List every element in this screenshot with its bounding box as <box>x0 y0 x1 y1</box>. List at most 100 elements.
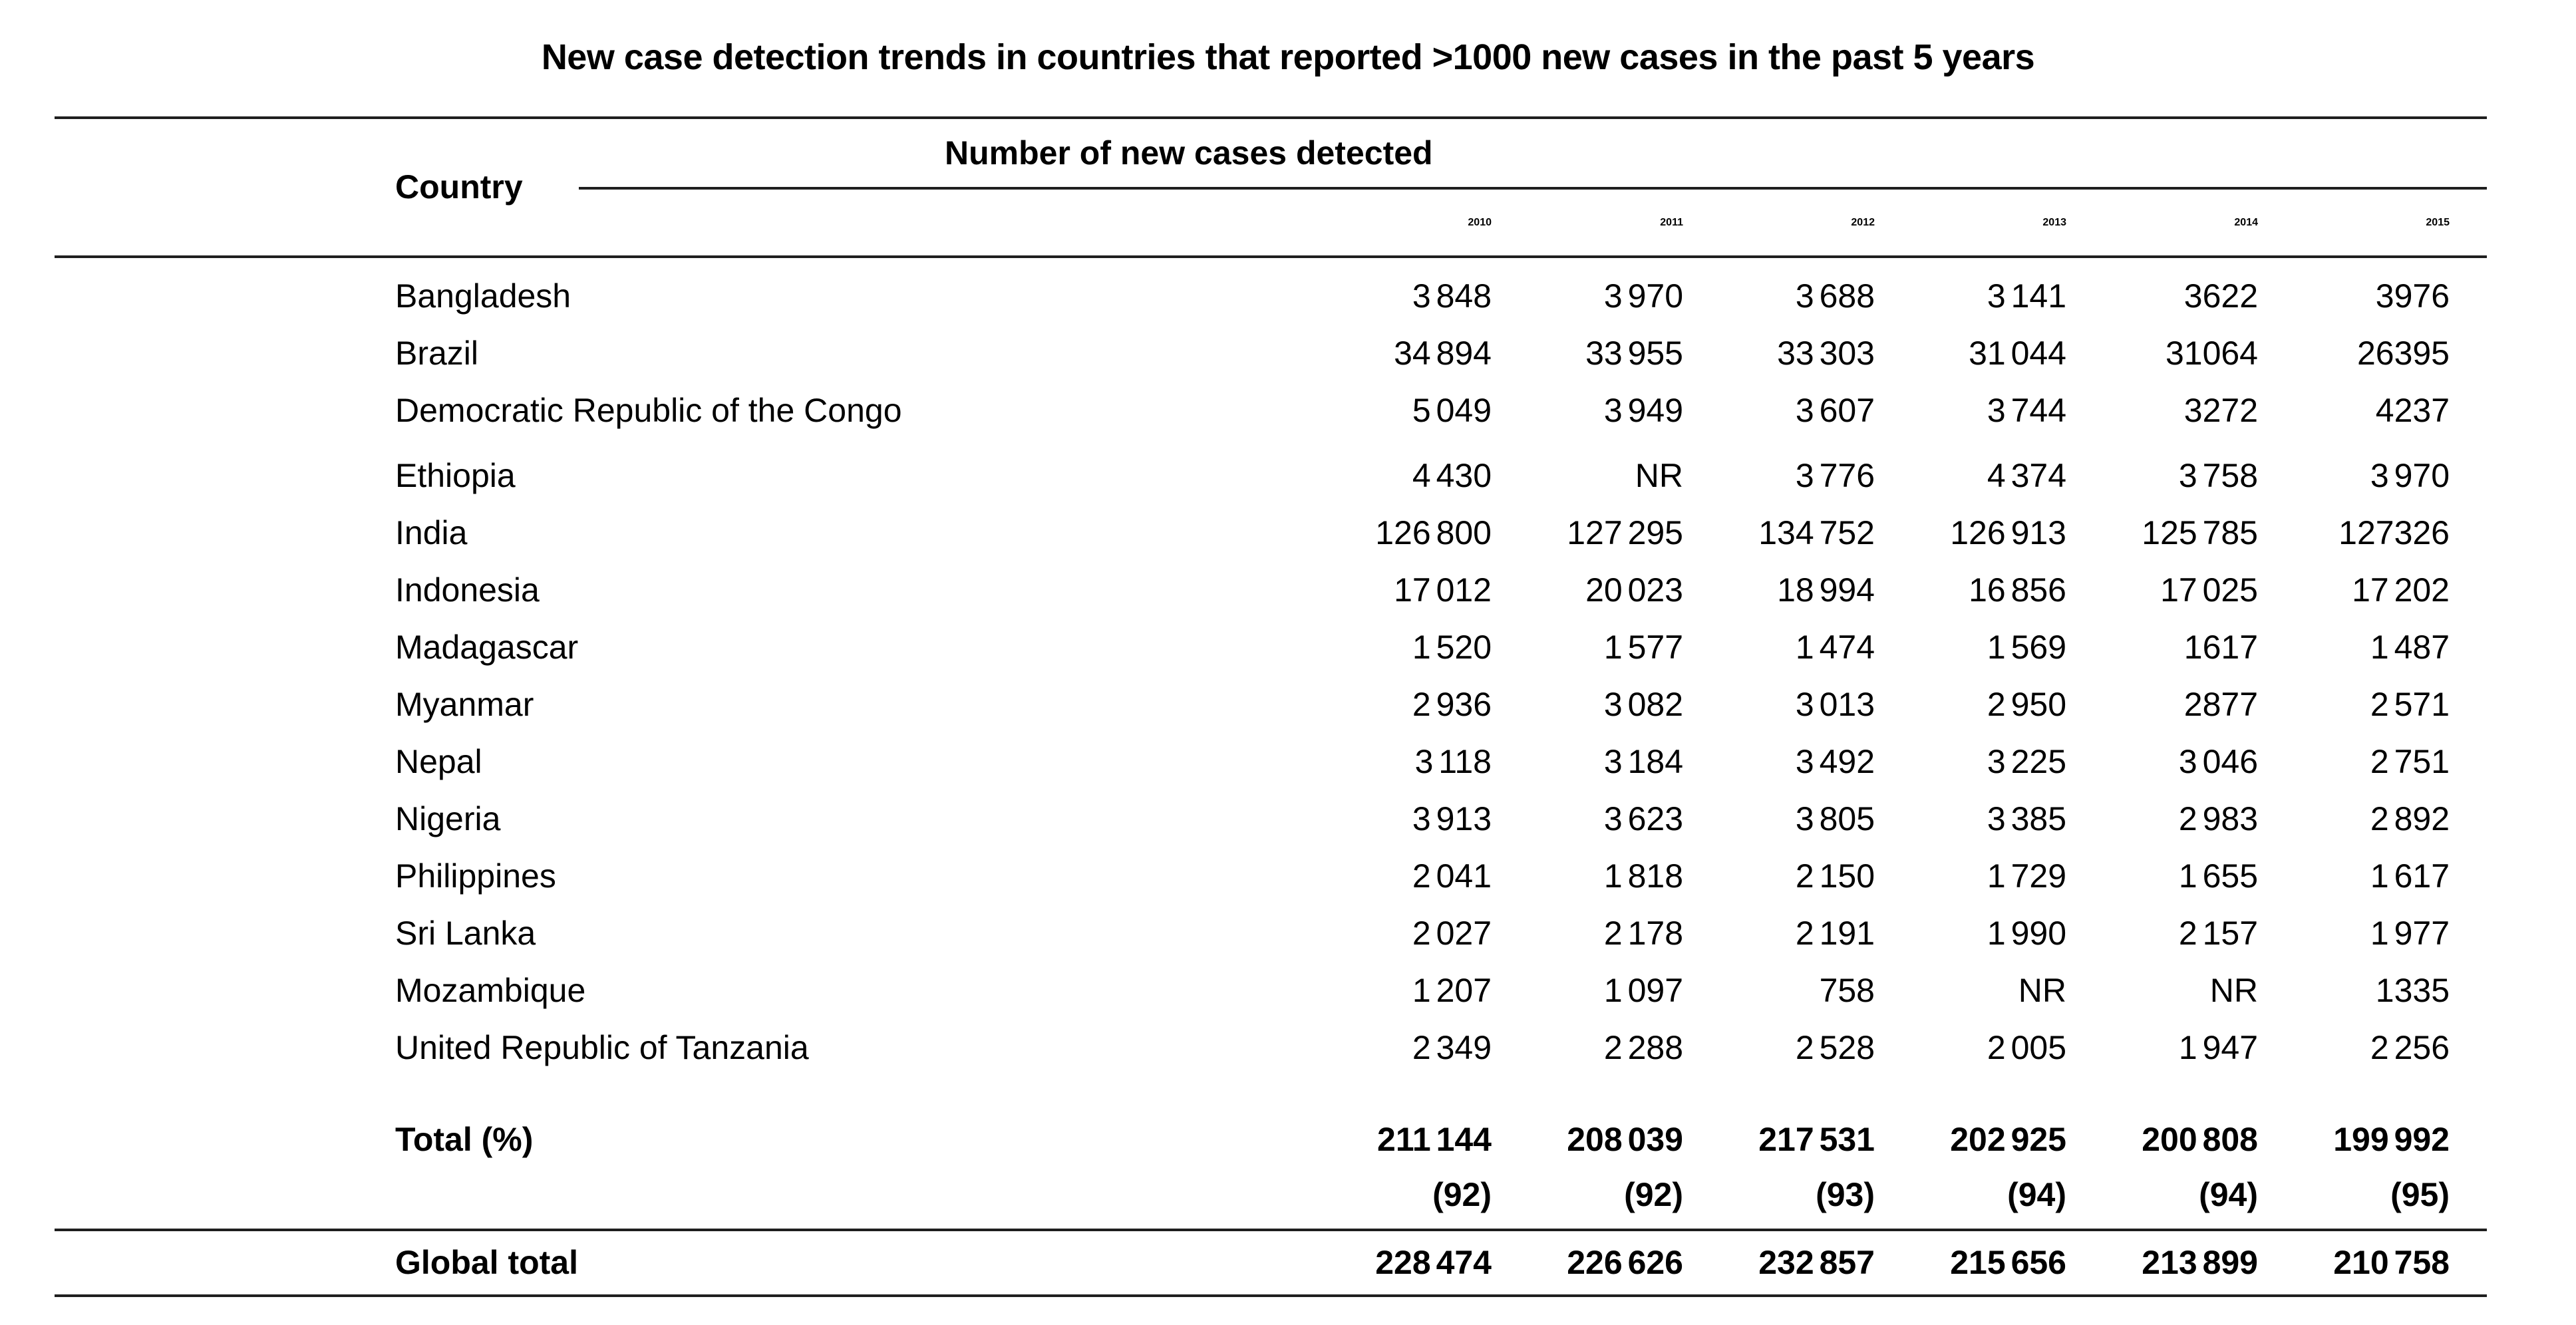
value-cell: 31 044 <box>1969 335 2066 372</box>
value-cell: 2 936 <box>1412 686 1492 723</box>
value-cell: 17 025 <box>2160 571 2258 609</box>
year-header: 2014 <box>2234 216 2258 228</box>
value-cell: 2 150 <box>1795 857 1875 895</box>
value-cell: 4 430 <box>1412 457 1492 494</box>
total-value-cell: 208 039 <box>1567 1121 1683 1158</box>
value-cell: 2 191 <box>1795 915 1875 952</box>
value-cell: 1 729 <box>1987 857 2066 895</box>
value-cell: 3 623 <box>1603 800 1683 837</box>
value-cell: 3 184 <box>1603 743 1683 780</box>
value-cell: 3 607 <box>1795 392 1875 429</box>
total-value-cell: 217 531 <box>1758 1121 1875 1158</box>
global-total-label: Global total <box>395 1244 578 1281</box>
value-cell: 2 571 <box>2370 686 2450 723</box>
value-cell: 2 751 <box>2370 743 2450 780</box>
value-cell: 4237 <box>2375 392 2450 429</box>
value-cell: 3 385 <box>1987 800 2066 837</box>
table-row: Sri Lanka 2 027 2 178 2 191 1 990 2 157 1 977 <box>55 905 2487 962</box>
total-percentages-row: (92) (92) (93) (94) (94) (95) <box>55 1168 2487 1221</box>
value-cell: 758 <box>1819 972 1875 1009</box>
value-cell: 2 528 <box>1795 1029 1875 1066</box>
value-cell: 17 012 <box>1394 571 1492 609</box>
global-value-cell: 210 758 <box>2333 1244 2450 1281</box>
table-row: Philippines 2 041 1 818 2 150 1 729 1 655 1 61… <box>55 847 2487 905</box>
global-total-row: Global total 228 474 226 626 232 857 215 656… <box>55 1229 2487 1297</box>
table-body: Bangladesh 3 848 3 970 3 688 3 141 3622 3976 Br… <box>55 258 2487 1076</box>
value-cell: 2 041 <box>1412 857 1492 895</box>
total-row: Total (%) 211 144 208 039 217 531 202 925 200… <box>55 1111 2487 1168</box>
value-cell: 2877 <box>2183 686 2258 723</box>
value-cell: NR <box>2018 972 2066 1009</box>
table-row: Myanmar 2 936 3 082 3 013 2 950 2877 2 571 <box>55 676 2487 733</box>
table-header: Country Number of new cases detected 201… <box>55 116 2487 258</box>
value-cell: 3 776 <box>1795 457 1875 494</box>
value-cell: 1 818 <box>1603 857 1683 895</box>
total-value-cell: 199 992 <box>2333 1121 2450 1158</box>
value-cell: 127326 <box>2338 514 2450 551</box>
table-row: Nigeria 3 913 3 623 3 805 3 385 2 983 2 892 <box>55 790 2487 847</box>
value-cell: 125 785 <box>2142 514 2258 551</box>
year-header-row: 2010 2011 2012 2013 2014 2015 <box>55 190 2487 255</box>
value-cell: 18 994 <box>1777 571 1875 609</box>
value-cell: 3 225 <box>1987 743 2066 780</box>
year-header: 2015 <box>2426 216 2450 228</box>
value-cell: 2 178 <box>1603 915 1683 952</box>
table-row: United Republic of Tanzania 2 349 2 288 2 5… <box>55 1019 2487 1076</box>
value-cell: 3976 <box>2375 277 2450 315</box>
year-header: 2010 <box>1468 216 1492 228</box>
country-cell: Indonesia <box>395 571 540 609</box>
value-cell: 4 374 <box>1987 457 2066 494</box>
cases-table: Country Number of new cases detected 201… <box>55 116 2487 1297</box>
country-cell: Philippines <box>395 857 556 895</box>
value-cell: 2 349 <box>1412 1029 1492 1066</box>
global-value-cell: 213 899 <box>2142 1244 2258 1281</box>
value-cell: 2 256 <box>2370 1029 2450 1066</box>
value-cell: 3 970 <box>2370 457 2450 494</box>
value-cell: 16 856 <box>1969 571 2066 609</box>
country-cell: Bangladesh <box>395 277 571 315</box>
value-cell: 3 970 <box>1603 277 1683 315</box>
total-value-cell: 200 808 <box>2142 1121 2258 1158</box>
total-percentages-spacer <box>55 1168 1337 1221</box>
country-cell: Myanmar <box>395 686 534 723</box>
total-percentage-cell: (94) <box>2007 1176 2066 1213</box>
table-row: Indonesia 17 012 20 023 18 994 16 856 17 025 1… <box>55 561 2487 619</box>
group-header-divider <box>579 187 2487 190</box>
value-cell: 3 082 <box>1603 686 1683 723</box>
value-cell: 3622 <box>2183 277 2258 315</box>
value-cell: 3 046 <box>2178 743 2258 780</box>
year-header: 2012 <box>1851 216 1875 228</box>
global-value-cell: 228 474 <box>1375 1244 1492 1281</box>
total-value-cell: 211 144 <box>1377 1121 1492 1158</box>
country-cell: India <box>395 514 468 551</box>
value-cell: 20 023 <box>1585 571 1683 609</box>
total-label: Total (%) <box>395 1121 534 1158</box>
value-cell: 26395 <box>2356 335 2450 372</box>
value-cell: 3 013 <box>1795 686 1875 723</box>
country-cell: Nepal <box>395 743 482 780</box>
value-cell: 2 027 <box>1412 915 1492 952</box>
value-cell: 1 577 <box>1603 629 1683 666</box>
value-cell: 3 758 <box>2178 457 2258 494</box>
table-title: New case detection trends in countries t… <box>541 37 2035 77</box>
value-cell: 1335 <box>2375 972 2450 1009</box>
value-cell: 134 752 <box>1758 514 1875 551</box>
table-row: Brazil 34 894 33 955 33 303 31 044 31064 26395 <box>55 325 2487 382</box>
value-cell: 1 990 <box>1987 915 2066 952</box>
value-cell: 3 913 <box>1412 800 1492 837</box>
country-cell: Nigeria <box>395 800 501 837</box>
value-cell: 2 288 <box>1603 1029 1683 1066</box>
value-cell: 2 983 <box>2178 800 2258 837</box>
year-header: 2011 <box>1660 216 1683 228</box>
year-header: 2013 <box>2042 216 2066 228</box>
value-cell: 2 157 <box>2178 915 2258 952</box>
value-cell: 126 913 <box>1950 514 2066 551</box>
value-cell: 1 569 <box>1987 629 2066 666</box>
total-percentage-cell: (94) <box>2199 1176 2258 1213</box>
country-cell: Democratic Republic of the Congo <box>395 392 902 429</box>
value-cell: 1 520 <box>1412 629 1492 666</box>
value-cell: 34 894 <box>1394 335 1492 372</box>
value-cell: 1 487 <box>2370 629 2450 666</box>
total-percentage-cell: (92) <box>1624 1176 1683 1213</box>
